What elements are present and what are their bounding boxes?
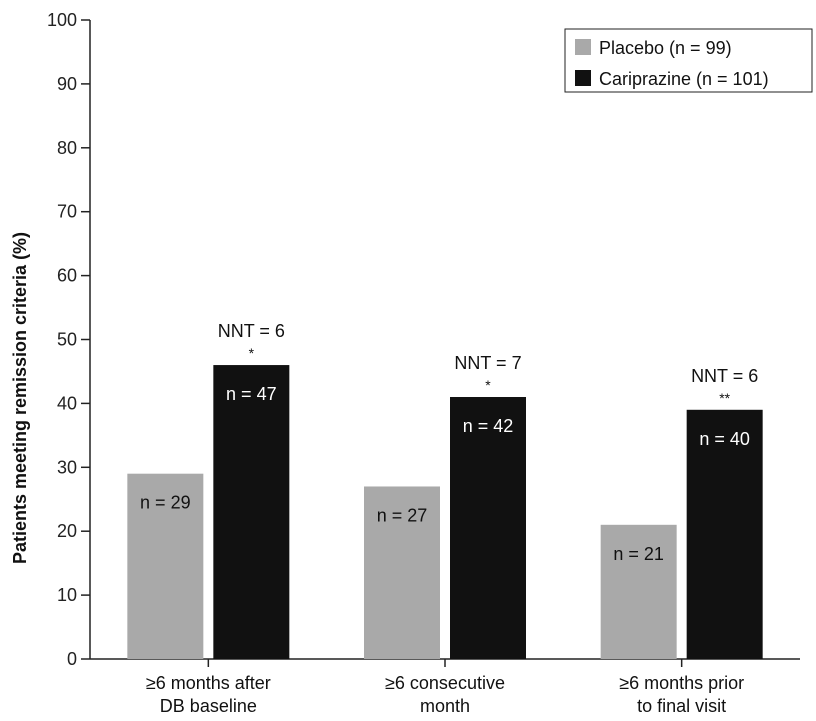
- legend-box: [564, 28, 813, 93]
- bar: [600, 524, 677, 659]
- y-tick-label: 10: [57, 585, 77, 605]
- bar: [686, 409, 763, 659]
- y-tick-label: 80: [57, 138, 77, 158]
- legend-label: Placebo (n = 99): [599, 38, 732, 58]
- significance-marker: **: [719, 390, 730, 406]
- y-tick-label: 50: [57, 330, 77, 350]
- bar-data-label: n = 42: [463, 416, 514, 436]
- nnt-label: NNT = 7: [454, 353, 521, 373]
- y-tick-label: 100: [47, 10, 77, 30]
- bar-data-label: n = 27: [377, 505, 428, 525]
- nnt-label: NNT = 6: [691, 366, 758, 386]
- bar-data-label: n = 40: [699, 429, 750, 449]
- y-tick-label: 70: [57, 202, 77, 222]
- bar: [450, 397, 526, 659]
- y-tick-label: 90: [57, 74, 77, 94]
- y-tick-label: 20: [57, 521, 77, 541]
- x-category-label: to final visit: [637, 696, 726, 716]
- significance-marker: *: [249, 345, 255, 361]
- significance-marker: *: [485, 377, 491, 393]
- bar-data-label: n = 47: [226, 384, 277, 404]
- bars: [127, 365, 763, 659]
- y-axis-title: Patients meeting remission criteria (%): [10, 232, 30, 564]
- legend-swatch: [575, 39, 591, 55]
- legend-swatch: [575, 70, 591, 86]
- x-category-label: ≥6 consecutive: [385, 673, 505, 693]
- x-category-label: month: [420, 696, 470, 716]
- bar: [213, 365, 290, 659]
- y-axis: 0 10 20 30 40 50 60 70 80 90 100: [47, 10, 91, 669]
- bar: [364, 486, 440, 659]
- nnt-label: NNT = 6: [218, 321, 285, 341]
- bar-labels: n = 29 n = 47 n = 27 n = 42 n = 21 n = 40: [140, 384, 750, 564]
- bar-data-label: n = 21: [613, 544, 664, 564]
- y-tick-label: 60: [57, 266, 77, 286]
- legend: Placebo (n = 99) Cariprazine (n = 101): [564, 28, 813, 93]
- x-axis: ≥6 months after DB baseline ≥6 consecutive…: [90, 658, 800, 716]
- x-category-label: ≥6 months after: [146, 673, 271, 693]
- y-tick-label: 0: [67, 649, 77, 669]
- x-category-label: ≥6 months prior: [619, 673, 744, 693]
- x-category-label: DB baseline: [160, 696, 257, 716]
- bar-data-label: n = 29: [140, 493, 191, 513]
- annotations: * NNT = 6 * NNT = 7 ** NNT = 6: [218, 321, 759, 406]
- y-tick-label: 40: [57, 393, 77, 413]
- legend-label: Cariprazine (n = 101): [599, 69, 769, 89]
- bar: [127, 473, 204, 659]
- y-tick-label: 30: [57, 457, 77, 477]
